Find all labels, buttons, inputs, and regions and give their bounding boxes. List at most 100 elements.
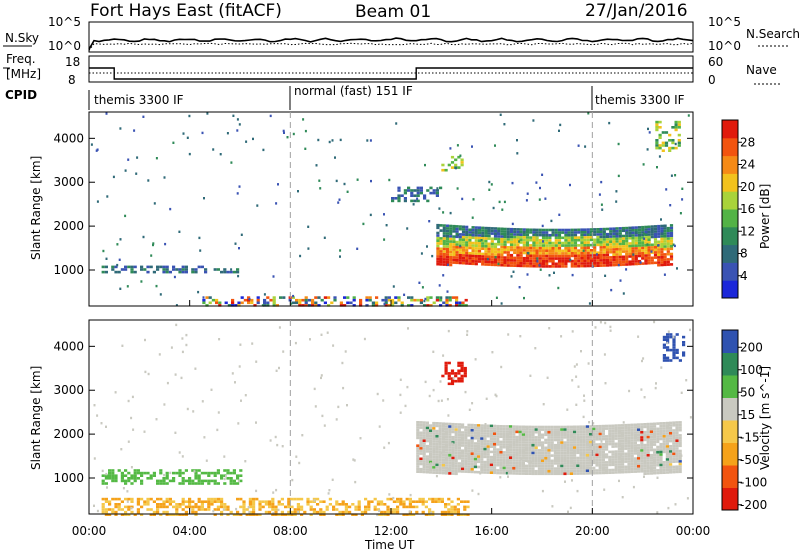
heatmap-cell — [428, 497, 432, 501]
heatmap-cell — [675, 436, 679, 440]
heatmap-cell — [461, 444, 465, 447]
heatmap-cell — [637, 425, 641, 429]
heatmap-cell — [509, 240, 514, 244]
heatmap-cell — [104, 482, 108, 485]
heatmap-cell — [487, 449, 489, 452]
heatmap-cell — [529, 262, 533, 265]
heatmap-cell — [617, 442, 621, 445]
heatmap-cell — [609, 243, 613, 246]
heatmap-cell — [455, 227, 459, 231]
heatmap-cell — [611, 453, 615, 456]
heatmap-cell — [630, 457, 634, 460]
heatmap-cell — [175, 323, 178, 327]
heatmap-cell — [544, 454, 548, 457]
heatmap-cell — [229, 479, 233, 483]
heatmap-cell — [631, 247, 635, 250]
heatmap-cell — [486, 458, 490, 461]
heatmap-cell — [93, 404, 96, 407]
heatmap-cell — [618, 479, 620, 483]
heatmap-cell — [174, 373, 177, 376]
heatmap-cell — [165, 505, 169, 509]
heatmap-cell — [582, 472, 586, 475]
heatmap-cell — [490, 245, 494, 248]
heatmap-cell — [678, 428, 682, 432]
heatmap-cell — [538, 228, 542, 232]
heatmap-cell — [477, 460, 481, 464]
heatmap-cell — [516, 241, 520, 244]
heatmap-cell — [522, 456, 525, 460]
heatmap-cell — [112, 175, 115, 179]
heatmap-cell — [442, 255, 446, 259]
heatmap-cell — [583, 241, 587, 244]
heatmap-cell — [532, 238, 536, 242]
heatmap-cell — [666, 245, 670, 248]
heatmap-cell — [483, 453, 487, 456]
heatmap-cell — [136, 510, 140, 514]
heatmap-cell — [360, 510, 364, 514]
heatmap-cell — [550, 469, 554, 473]
heatmap-cell — [181, 508, 185, 511]
heatmap-cell — [239, 474, 243, 477]
heatmap-cell — [408, 500, 412, 503]
heatmap-cell — [675, 421, 679, 424]
freq-label-1: Freq. — [6, 52, 36, 66]
heatmap-cell — [493, 440, 497, 443]
heatmap-cell — [277, 183, 279, 186]
heatmap-cell — [136, 471, 140, 475]
heatmap-cell — [424, 505, 428, 509]
heatmap-cell — [649, 446, 653, 449]
heatmap-cell — [441, 456, 445, 459]
heatmap-cell — [431, 510, 435, 514]
heatmap-cell — [666, 359, 670, 362]
heatmap-cell — [633, 426, 637, 429]
heatmap-cell — [147, 179, 150, 182]
heatmap-cell — [432, 388, 435, 392]
heatmap-cell — [509, 248, 514, 252]
heatmap-cell — [646, 438, 650, 441]
heatmap-cell — [406, 227, 409, 230]
heatmap-cell — [439, 237, 443, 240]
heatmap-cell — [589, 448, 593, 452]
heatmap-cell — [272, 301, 276, 305]
heatmap-cell — [650, 233, 654, 236]
heatmap-cell — [646, 148, 649, 151]
heatmap-cell — [548, 327, 551, 330]
heatmap-cell — [634, 260, 638, 263]
heatmap-cell — [515, 446, 519, 449]
heatmap-cell — [669, 471, 673, 474]
heatmap-cell — [677, 126, 681, 129]
heatmap-cell — [644, 246, 648, 250]
heatmap-cell — [503, 258, 507, 262]
heatmap-cell — [542, 240, 544, 243]
heatmap-cell — [296, 508, 300, 511]
heatmap-cell — [493, 466, 497, 469]
station-title: Fort Hays East (fitACF) — [90, 1, 282, 21]
heatmap-cell — [589, 433, 593, 436]
heatmap-cell — [471, 246, 475, 250]
heatmap-cell — [522, 264, 526, 268]
heatmap-cell — [181, 479, 185, 483]
heatmap-cell — [486, 257, 489, 261]
heatmap-cell — [436, 226, 440, 230]
heatmap-cell — [529, 236, 533, 239]
heatmap-cell — [617, 439, 621, 443]
heatmap-cell — [480, 463, 484, 466]
heatmap-cell — [672, 444, 676, 448]
heatmap-cell — [490, 232, 494, 235]
heatmap-cell — [364, 497, 368, 501]
heatmap-cell — [634, 254, 638, 258]
heatmap-cell — [386, 497, 390, 501]
heatmap-cell — [258, 503, 262, 506]
heatmap-cell — [612, 232, 616, 236]
heatmap-cell — [634, 234, 638, 237]
heatmap-cell — [605, 442, 609, 446]
heatmap-cell — [191, 510, 195, 514]
heatmap-cell — [560, 454, 564, 457]
heatmap-cell — [419, 423, 423, 427]
heatmap-cell — [188, 477, 192, 480]
heatmap-cell — [432, 460, 436, 464]
heatmap-cell — [220, 474, 224, 477]
heatmap-cell — [464, 449, 468, 453]
heatmap-cell — [592, 443, 596, 446]
heatmap-cell — [643, 472, 647, 475]
